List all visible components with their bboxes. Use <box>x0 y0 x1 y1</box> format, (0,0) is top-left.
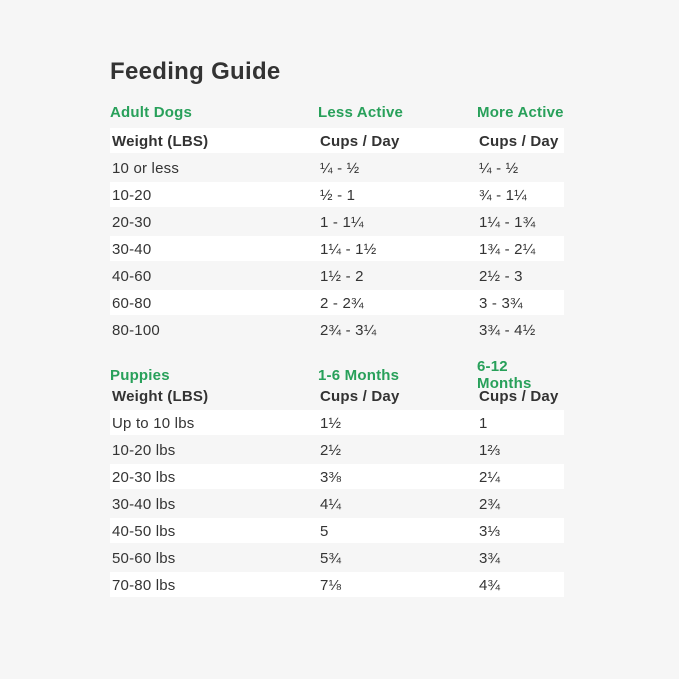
less-active-cell: ½ - 1 <box>320 187 356 204</box>
weight-cell: 60-80 <box>112 295 152 312</box>
weight-cell: 50-60 lbs <box>112 550 176 567</box>
column-header-more-active: More Active <box>477 103 564 121</box>
weight-cell: 10-20 lbs <box>112 442 176 459</box>
months-6-12-cell: 3¾ <box>479 550 501 567</box>
weight-cell: 30-40 <box>112 241 152 258</box>
less-active-cell: 1¼ - 1½ <box>320 241 377 258</box>
cups-per-day-header-cell: Cups / Day <box>320 388 400 405</box>
months-6-12-cell: 4¾ <box>479 577 501 594</box>
table-row: 30-40 1¼ - 1½ 1¾ - 2¼ <box>110 236 564 263</box>
more-active-cell: ¾ - 1¼ <box>479 187 527 204</box>
table-row: 30-40 lbs 4¼ 2¾ <box>110 491 564 518</box>
weight-cell: 40-50 lbs <box>112 523 176 540</box>
more-active-cell: ¼ - ½ <box>479 160 519 177</box>
cups-per-day-header-cell: Cups / Day <box>479 388 559 405</box>
months-1-6-cell: 1½ <box>320 415 342 432</box>
puppies-table: Weight (LBS) Cups / Day Cups / Day Up to… <box>110 383 564 599</box>
table-subheader-row: Weight (LBS) Cups / Day Cups / Day <box>110 128 564 155</box>
section-title-adult-dogs: Adult Dogs <box>110 103 192 121</box>
column-header-1-6-months: 1-6 Months <box>318 366 400 384</box>
table-subheader-row: Weight (LBS) Cups / Day Cups / Day <box>110 383 564 410</box>
table-row: 60-80 2 - 2¾ 3 - 3¾ <box>110 290 564 317</box>
months-1-6-cell: 4¼ <box>320 496 342 513</box>
weight-cell: 40-60 <box>112 268 152 285</box>
more-active-cell: 1¾ - 2¼ <box>479 241 536 258</box>
table-row: 80-100 2¾ - 3¼ 3¾ - 4½ <box>110 317 564 344</box>
months-1-6-cell: 7⅛ <box>320 577 342 594</box>
table-row: 10 or less ¼ - ½ ¼ - ½ <box>110 155 564 182</box>
less-active-cell: 1 - 1¼ <box>320 214 364 231</box>
adult-dogs-table: Weight (LBS) Cups / Day Cups / Day 10 or… <box>110 128 564 344</box>
months-1-6-cell: 3⅜ <box>320 469 342 486</box>
months-1-6-cell: 2½ <box>320 442 342 459</box>
table-row: 10-20 ½ - 1 ¾ - 1¼ <box>110 182 564 209</box>
months-1-6-cell: 5 <box>320 523 329 540</box>
column-header-6-12-months: 6-12 Months <box>477 358 532 392</box>
weight-cell: 70-80 lbs <box>112 577 176 594</box>
table-row: 70-80 lbs 7⅛ 4¾ <box>110 572 564 599</box>
cups-per-day-header-cell: Cups / Day <box>479 133 559 150</box>
page-title: Feeding Guide <box>110 58 281 85</box>
more-active-cell: 1¼ - 1¾ <box>479 214 536 231</box>
weight-cell: 10 or less <box>112 160 180 177</box>
less-active-cell: 2 - 2¾ <box>320 295 364 312</box>
months-1-6-cell: 5¾ <box>320 550 342 567</box>
months-6-12-cell: 1 <box>479 415 488 432</box>
content-column: Feeding Guide Adult Dogs Less Active Mor… <box>110 0 564 599</box>
months-6-12-cell: 1⅔ <box>479 442 501 459</box>
less-active-cell: 1½ - 2 <box>320 268 364 285</box>
weight-cell: Up to 10 lbs <box>112 415 195 432</box>
more-active-cell: 2½ - 3 <box>479 268 523 285</box>
more-active-cell: 3¾ - 4½ <box>479 322 536 339</box>
weight-cell: 30-40 lbs <box>112 496 176 513</box>
weight-header-cell: Weight (LBS) <box>112 388 209 405</box>
table-row: 10-20 lbs 2½ 1⅔ <box>110 437 564 464</box>
table-row: 40-50 lbs 5 3⅓ <box>110 518 564 545</box>
weight-cell: 20-30 lbs <box>112 469 176 486</box>
less-active-cell: 2¾ - 3¼ <box>320 322 377 339</box>
table-row: 20-30 1 - 1¼ 1¼ - 1¾ <box>110 209 564 236</box>
table-row: 20-30 lbs 3⅜ 2¼ <box>110 464 564 491</box>
weight-cell: 10-20 <box>112 187 152 204</box>
cups-per-day-header-cell: Cups / Day <box>320 133 400 150</box>
months-6-12-cell: 2¼ <box>479 469 501 486</box>
column-header-less-active: Less Active <box>318 103 404 121</box>
less-active-cell: ¼ - ½ <box>320 160 360 177</box>
weight-header-cell: Weight (LBS) <box>112 133 209 150</box>
months-6-12-cell: 2¾ <box>479 496 501 513</box>
table-row: Up to 10 lbs 1½ 1 <box>110 410 564 437</box>
weight-cell: 80-100 <box>112 322 160 339</box>
months-6-12-cell: 3⅓ <box>479 523 501 540</box>
weight-cell: 20-30 <box>112 214 152 231</box>
table-row: 50-60 lbs 5¾ 3¾ <box>110 545 564 572</box>
section-title-puppies: Puppies <box>110 366 170 384</box>
puppies-section-header: Puppies 1-6 Months 6-12 Months <box>110 358 564 392</box>
more-active-cell: 3 - 3¾ <box>479 295 523 312</box>
table-row: 40-60 1½ - 2 2½ - 3 <box>110 263 564 290</box>
adult-dogs-section-header: Adult Dogs Less Active More Active <box>110 101 564 123</box>
